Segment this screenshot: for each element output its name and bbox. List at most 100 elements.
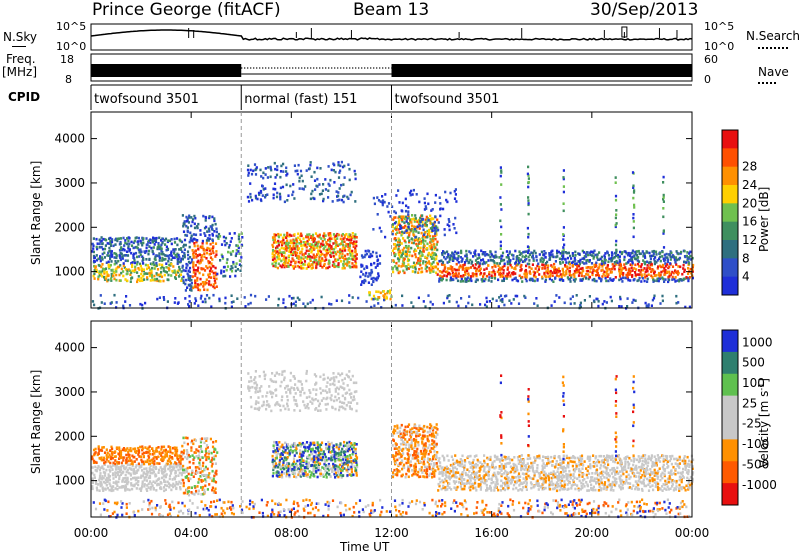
velocity-cell: [325, 458, 328, 462]
velocity-cell: [250, 379, 253, 383]
power-cell: [577, 252, 580, 255]
power-cell: [204, 297, 207, 301]
velocity-cell: [348, 460, 351, 463]
velocity-cell: [286, 384, 289, 388]
power-cell: [313, 247, 316, 250]
velocity-cell: [141, 447, 144, 450]
velocity-cell: [292, 462, 295, 465]
power-cell: [644, 270, 647, 274]
velocity-cell: [351, 463, 354, 466]
y-tick-label: 4000: [54, 132, 85, 146]
power-cell: [586, 253, 590, 257]
power-cell: [225, 261, 228, 265]
velocity-cell: [137, 483, 140, 487]
velocity-cell: [299, 466, 302, 469]
power-cell: [92, 237, 95, 240]
velocity-cell: [305, 462, 308, 465]
velocity-cell: [155, 456, 158, 459]
power-cell: [140, 272, 143, 276]
power-cell: [501, 251, 505, 255]
power-cell: [281, 243, 284, 247]
power-cell: [347, 243, 350, 246]
power-cell: [183, 223, 186, 226]
velocity-cell: [278, 373, 281, 376]
velocity-cell: [300, 457, 303, 460]
power-cell: [152, 246, 155, 249]
power-cell: [368, 291, 371, 294]
velocity-cell: [290, 443, 293, 447]
velocity-cell: [312, 398, 315, 402]
power-cell: [394, 247, 397, 250]
power-cell: [347, 197, 350, 200]
velocity-cell: [336, 468, 340, 472]
velocity-cell: [95, 461, 98, 464]
power-cell: [682, 263, 685, 267]
power-cell: [605, 279, 608, 283]
power-cell: [434, 237, 437, 241]
power-cell: [585, 266, 588, 269]
velocity-cell: [190, 491, 193, 494]
velocity-cell: [172, 463, 175, 466]
power-cell: [173, 241, 177, 244]
velocity-cell: [315, 457, 318, 460]
power-cell: [215, 230, 218, 234]
velocity-cell: [346, 457, 349, 461]
power-cell: [370, 270, 374, 274]
power-cell: [351, 235, 355, 238]
power-cell: [477, 261, 480, 264]
velocity-cell: [353, 460, 356, 464]
velocity-cell: [93, 448, 96, 452]
power-cell: [633, 267, 636, 270]
power-cell: [279, 251, 282, 254]
power-cell: [170, 252, 173, 255]
velocity-cell: [115, 471, 118, 475]
power-cell: [311, 263, 314, 266]
power-cell: [396, 268, 399, 272]
power-cell: [418, 224, 421, 227]
power-cell: [381, 201, 384, 205]
power-cell: [442, 207, 445, 211]
power-cell: [208, 272, 211, 276]
velocity-cell: [338, 463, 342, 467]
velocity-cell: [319, 443, 323, 446]
power-cell: [490, 280, 493, 283]
velocity-cell: [175, 452, 178, 455]
velocity-cell: [108, 488, 111, 492]
power-cell: [596, 270, 599, 274]
power-cell: [549, 253, 552, 256]
power-cell: [394, 216, 397, 219]
velocity-cell: [111, 454, 114, 457]
power-cell: [571, 254, 575, 257]
power-cell: [598, 258, 601, 261]
power-cell: [496, 262, 499, 265]
power-cell: [156, 279, 159, 283]
power-cell: [499, 240, 502, 244]
power-cell: [204, 300, 207, 304]
power-cell: [545, 263, 548, 267]
power-cell: [307, 235, 310, 239]
power-cell: [372, 294, 376, 298]
power-cell: [628, 254, 632, 258]
power-cell: [610, 278, 613, 282]
power-cell: [674, 280, 677, 283]
velocity-cell: [279, 404, 282, 407]
power-cell: [173, 301, 176, 304]
power-cell: [118, 254, 121, 257]
power-cell: [285, 174, 288, 177]
power-cell: [562, 252, 565, 255]
power-cell: [186, 226, 189, 229]
velocity-cell: [153, 452, 156, 455]
power-cell: [662, 196, 665, 199]
power-cell: [418, 267, 421, 271]
power-cell: [202, 247, 205, 251]
power-cell: [323, 247, 326, 250]
power-cell: [341, 240, 344, 243]
velocity-cell: [168, 463, 171, 467]
power-cell: [230, 301, 233, 304]
power-cell: [130, 262, 133, 265]
power-cell: [152, 261, 155, 264]
power-cell: [596, 272, 599, 275]
power-cell: [100, 256, 103, 259]
velocity-cell: [257, 401, 260, 404]
velocity-cell: [254, 391, 257, 394]
